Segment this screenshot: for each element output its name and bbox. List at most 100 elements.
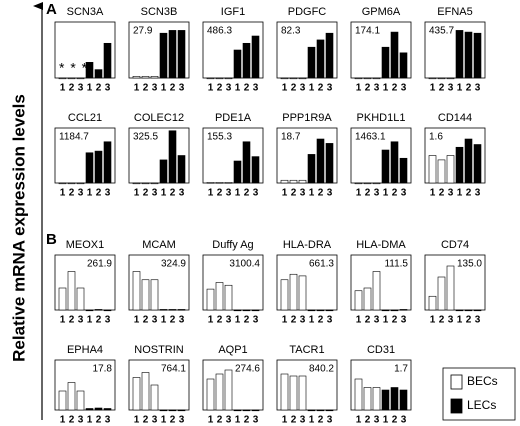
x-tick-label: 3 xyxy=(475,83,481,94)
legend-label: BECs xyxy=(467,374,498,388)
x-tick-label: 2 xyxy=(439,83,445,94)
x-tick-label: 1 xyxy=(457,315,463,326)
x-tick-label: 3 xyxy=(327,415,333,426)
x-tick-label: 2 xyxy=(143,415,149,426)
x-tick-label: 3 xyxy=(401,188,407,199)
x-tick-label: 1 xyxy=(383,315,389,326)
x-tick-label: 2 xyxy=(217,83,223,94)
x-tick-label: 2 xyxy=(392,415,398,426)
annotation: 325.5 xyxy=(133,132,158,143)
x-tick-label: 3 xyxy=(179,83,185,94)
x-tick-label: 1 xyxy=(356,315,362,326)
x-tick-label: 1 xyxy=(457,83,463,94)
x-tick-label: 3 xyxy=(105,415,111,426)
bar xyxy=(177,155,186,184)
x-tick-label: 2 xyxy=(392,83,398,94)
x-tick-label: 1 xyxy=(235,188,241,199)
bar xyxy=(473,32,482,79)
x-tick-label: 2 xyxy=(96,83,102,94)
bar xyxy=(354,290,363,311)
x-tick-label: 2 xyxy=(365,315,371,326)
x-tick-label: 2 xyxy=(96,315,102,326)
bar xyxy=(103,408,112,411)
bar xyxy=(242,42,251,79)
plot-frame xyxy=(276,359,338,411)
x-tick-label: 1 xyxy=(356,83,362,94)
bar xyxy=(437,77,446,80)
x-tick-label: 1 xyxy=(309,83,315,94)
bar xyxy=(251,409,260,412)
bar xyxy=(363,287,372,311)
plot-frame xyxy=(128,21,190,79)
annotation: 324.9 xyxy=(161,259,186,270)
bar xyxy=(215,77,224,80)
x-tick-label: 1 xyxy=(87,83,93,94)
x-tick-label: 3 xyxy=(475,188,481,199)
bar xyxy=(103,309,112,312)
bar xyxy=(280,77,289,80)
x-tick-label: 3 xyxy=(152,315,158,326)
x-tick-label: 1 xyxy=(134,188,140,199)
bar xyxy=(150,182,159,185)
bar xyxy=(381,309,390,312)
bar xyxy=(132,182,141,185)
x-tick-label: 2 xyxy=(466,188,472,199)
annotation: 764.1 xyxy=(161,364,186,375)
bar xyxy=(289,375,298,411)
bar xyxy=(280,373,289,411)
plot-frame xyxy=(54,127,116,184)
x-tick-label: 1 xyxy=(235,315,241,326)
x-tick-label: 1 xyxy=(282,83,288,94)
x-tick-label: 2 xyxy=(466,83,472,94)
bar xyxy=(298,77,307,80)
x-tick-label: 2 xyxy=(69,415,75,426)
bar xyxy=(372,182,381,185)
bar xyxy=(298,375,307,411)
x-tick-label: 1 xyxy=(161,188,167,199)
x-tick-label: 2 xyxy=(291,188,297,199)
bar xyxy=(437,159,446,184)
plot-frame xyxy=(202,254,264,311)
plot-frame xyxy=(128,127,190,184)
x-tick-label: 3 xyxy=(475,315,481,326)
chart-title: PDE1A xyxy=(215,112,252,124)
bar xyxy=(58,287,67,311)
x-tick-label: 2 xyxy=(244,188,250,199)
chart-title: PPP1R9A xyxy=(282,112,332,124)
bar xyxy=(446,155,455,184)
x-tick-label: 2 xyxy=(365,83,371,94)
x-tick-label: 1 xyxy=(356,415,362,426)
bar xyxy=(325,409,334,412)
bar xyxy=(242,309,251,312)
bar xyxy=(141,372,150,411)
x-tick-label: 2 xyxy=(318,83,324,94)
chart-title: PKHD1L1 xyxy=(357,112,406,124)
bar xyxy=(103,42,112,79)
bar xyxy=(215,282,224,311)
annotation: 661.3 xyxy=(309,259,334,270)
annotation: 435.7 xyxy=(429,26,454,37)
x-tick-label: 2 xyxy=(170,83,176,94)
x-tick-label: 2 xyxy=(439,315,445,326)
annotation: 486.3 xyxy=(207,26,232,37)
x-tick-label: 3 xyxy=(327,83,333,94)
x-tick-label: 3 xyxy=(226,83,232,94)
bar xyxy=(85,309,94,312)
bar xyxy=(67,382,76,411)
bar xyxy=(159,309,168,311)
bar xyxy=(206,378,215,411)
x-tick-label: 3 xyxy=(105,83,111,94)
x-tick-label: 1 xyxy=(208,83,214,94)
bar xyxy=(363,182,372,185)
x-tick-label: 3 xyxy=(78,188,84,199)
x-tick-label: 2 xyxy=(244,415,250,426)
bar xyxy=(390,31,399,79)
x-tick-label: 2 xyxy=(318,315,324,326)
bar xyxy=(150,76,159,79)
x-tick-label: 1 xyxy=(383,188,389,199)
bar xyxy=(473,144,482,184)
bar xyxy=(390,141,399,184)
chart-title: PDGFC xyxy=(288,6,327,18)
x-tick-label: 1 xyxy=(87,188,93,199)
